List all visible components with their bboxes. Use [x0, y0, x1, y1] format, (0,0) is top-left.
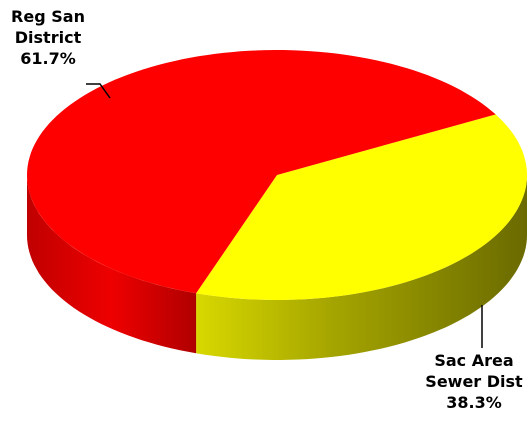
value-label: 61.7% [20, 49, 76, 68]
slice-label: Sac Area Sewer Dist 38.3% [424, 350, 524, 413]
category-label: Reg San District [11, 7, 85, 47]
slice-label: Reg San District 61.7% [0, 6, 98, 69]
slice-side [196, 175, 527, 360]
value-label: 38.3% [446, 393, 502, 412]
slice-side [27, 175, 197, 354]
slice [196, 114, 527, 301]
category-label: Sac Area Sewer Dist [425, 351, 523, 391]
leader-line [86, 83, 111, 99]
slice [27, 50, 496, 294]
